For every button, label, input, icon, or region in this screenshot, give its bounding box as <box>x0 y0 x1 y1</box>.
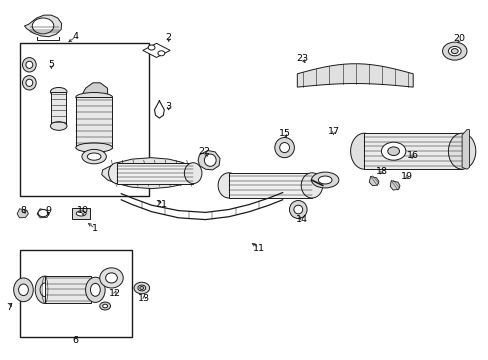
Ellipse shape <box>22 58 36 72</box>
Ellipse shape <box>301 173 322 198</box>
Ellipse shape <box>318 176 331 184</box>
Text: 23: 23 <box>296 54 307 63</box>
Ellipse shape <box>76 93 112 102</box>
Ellipse shape <box>218 173 239 198</box>
Circle shape <box>138 285 145 291</box>
Ellipse shape <box>289 201 306 219</box>
Polygon shape <box>81 83 107 101</box>
Polygon shape <box>389 181 399 190</box>
Ellipse shape <box>100 302 110 310</box>
Text: 15: 15 <box>278 129 290 138</box>
Bar <box>20 43 149 196</box>
Circle shape <box>381 142 405 160</box>
Bar <box>76 97 112 148</box>
Ellipse shape <box>274 138 294 158</box>
Ellipse shape <box>100 268 123 288</box>
Ellipse shape <box>82 149 106 164</box>
Ellipse shape <box>22 76 36 90</box>
Circle shape <box>134 282 149 294</box>
Polygon shape <box>297 64 412 87</box>
Polygon shape <box>368 176 378 186</box>
Bar <box>20 250 132 337</box>
Ellipse shape <box>279 143 289 153</box>
Text: 2: 2 <box>165 33 171 42</box>
Text: 13: 13 <box>138 294 150 303</box>
Polygon shape <box>198 150 220 170</box>
Ellipse shape <box>85 277 105 302</box>
Circle shape <box>387 147 399 156</box>
Ellipse shape <box>184 163 202 184</box>
Ellipse shape <box>311 172 338 188</box>
Text: 5: 5 <box>48 60 54 69</box>
Ellipse shape <box>50 122 67 130</box>
Text: 11: 11 <box>253 244 264 253</box>
Ellipse shape <box>447 133 475 169</box>
Ellipse shape <box>76 143 112 152</box>
Ellipse shape <box>19 284 28 296</box>
Text: 21: 21 <box>155 200 167 209</box>
Text: 19: 19 <box>401 172 412 181</box>
Circle shape <box>447 46 460 56</box>
Polygon shape <box>142 43 170 58</box>
Text: 9: 9 <box>45 206 51 215</box>
Bar <box>51 92 66 126</box>
Bar <box>72 208 90 219</box>
Ellipse shape <box>87 153 101 160</box>
Text: 10: 10 <box>77 206 89 215</box>
Circle shape <box>442 42 466 60</box>
Circle shape <box>450 49 457 54</box>
Circle shape <box>140 287 143 289</box>
Polygon shape <box>102 158 195 189</box>
Circle shape <box>158 51 164 56</box>
Ellipse shape <box>26 61 33 68</box>
Polygon shape <box>37 209 49 218</box>
Ellipse shape <box>293 205 302 214</box>
Polygon shape <box>24 15 61 37</box>
Ellipse shape <box>105 273 117 283</box>
Circle shape <box>32 18 54 34</box>
Text: 22: 22 <box>198 148 210 156</box>
Text: 4: 4 <box>73 32 79 41</box>
Ellipse shape <box>102 304 107 308</box>
Circle shape <box>148 45 155 50</box>
Ellipse shape <box>40 283 50 297</box>
Ellipse shape <box>90 283 100 296</box>
Bar <box>117 163 193 184</box>
Text: 6: 6 <box>73 336 79 345</box>
Text: 14: 14 <box>296 215 307 224</box>
Text: 17: 17 <box>327 127 339 136</box>
Text: 16: 16 <box>407 151 418 160</box>
Text: 7: 7 <box>6 303 12 312</box>
Text: 1: 1 <box>92 224 98 233</box>
Ellipse shape <box>204 154 216 166</box>
Ellipse shape <box>26 79 33 86</box>
Ellipse shape <box>76 211 86 216</box>
Bar <box>228 173 311 198</box>
Ellipse shape <box>35 276 55 303</box>
Ellipse shape <box>38 210 48 217</box>
Polygon shape <box>461 130 468 169</box>
Text: 12: 12 <box>109 289 121 298</box>
Ellipse shape <box>108 163 126 184</box>
Ellipse shape <box>14 278 33 302</box>
Text: 18: 18 <box>376 166 387 175</box>
Text: 20: 20 <box>453 34 465 43</box>
Bar <box>364 133 461 169</box>
Text: 3: 3 <box>165 102 171 111</box>
Text: 8: 8 <box>20 206 26 215</box>
Ellipse shape <box>350 133 377 169</box>
Bar <box>45 276 91 303</box>
Ellipse shape <box>50 87 67 96</box>
Polygon shape <box>17 209 28 218</box>
